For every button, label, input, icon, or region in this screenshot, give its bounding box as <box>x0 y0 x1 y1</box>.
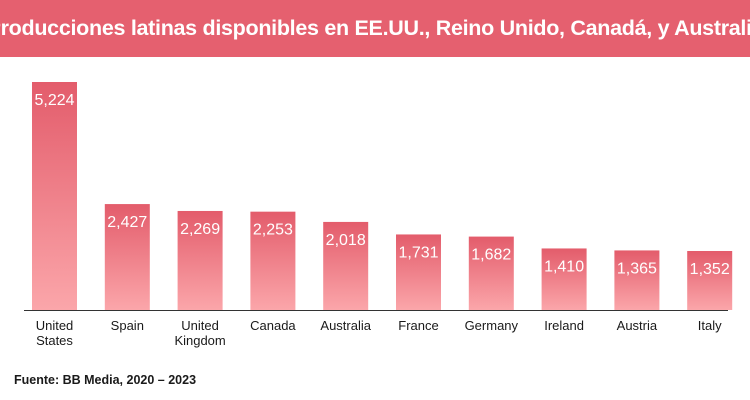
bar-value-label: 5,224 <box>34 92 74 109</box>
category-label: Italy <box>698 318 722 333</box>
bar <box>614 250 660 310</box>
category-label: Canada <box>250 318 296 333</box>
category-label: Ireland <box>544 318 584 333</box>
bar-value-label: 1,352 <box>690 261 730 278</box>
bar <box>396 234 441 310</box>
bar-value-label: 2,269 <box>180 221 220 238</box>
bar <box>323 221 369 310</box>
source-note: Fuente: BB Media, 2020 – 2023 <box>14 373 197 387</box>
category-labels: United States Spain United Kingdom Canada Aust… <box>36 318 722 348</box>
bar <box>32 82 77 310</box>
title-banner: Producciones latinas disponibles en EE.U… <box>0 0 750 57</box>
chart-title: Producciones latinas disponibles en EE.U… <box>0 16 750 40</box>
bar <box>541 248 587 310</box>
bar <box>687 250 733 310</box>
category-label: United States <box>36 318 74 348</box>
bar-value-label: 1,682 <box>471 247 511 264</box>
bar-value-label: 1,731 <box>398 244 438 261</box>
bar-value-label: 2,253 <box>253 222 293 239</box>
bar-value-label: 1,410 <box>544 258 584 275</box>
category-label: Germany <box>465 318 519 333</box>
category-label: Australia <box>320 318 371 333</box>
category-label: United Kingdom <box>174 318 225 348</box>
bar-value-label: 2,427 <box>107 214 147 231</box>
bar <box>177 210 223 310</box>
bar <box>104 204 150 310</box>
category-label: Austria <box>617 318 658 333</box>
bar-value-label: 2,018 <box>326 232 366 249</box>
category-label: France <box>398 318 438 333</box>
bar <box>250 211 296 310</box>
bar-value-label: 1,365 <box>617 260 657 277</box>
bars-group: 5,224 2,427 2,269 2,253 2,018 1,731 1,682 1,410… <box>32 82 733 310</box>
category-label: Spain <box>111 318 144 333</box>
bar <box>468 236 514 310</box>
